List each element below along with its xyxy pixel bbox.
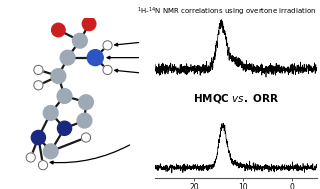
Circle shape <box>103 41 112 50</box>
Circle shape <box>34 65 43 74</box>
Text: $^{1}$H-$^{14}$N NMR correlations using overtone irradiation: $^{1}$H-$^{14}$N NMR correlations using … <box>137 6 317 18</box>
Circle shape <box>43 106 58 120</box>
Circle shape <box>58 121 72 135</box>
Circle shape <box>26 153 35 162</box>
Circle shape <box>52 23 65 37</box>
Circle shape <box>57 89 72 103</box>
Circle shape <box>34 81 43 90</box>
Circle shape <box>60 50 75 65</box>
Circle shape <box>81 133 91 142</box>
Circle shape <box>77 113 92 128</box>
Circle shape <box>82 17 96 31</box>
Circle shape <box>87 50 103 66</box>
Circle shape <box>31 130 45 145</box>
Circle shape <box>73 33 87 48</box>
Circle shape <box>51 69 66 83</box>
Circle shape <box>103 65 112 74</box>
Text: $\mathbf{HMQC}$ $\mathit{vs}$$\mathbf{.}$ $\mathbf{ORR}$: $\mathbf{HMQC}$ $\mathit{vs}$$\mathbf{.}… <box>193 92 279 105</box>
Circle shape <box>38 160 48 170</box>
Circle shape <box>43 144 58 159</box>
Circle shape <box>79 95 93 110</box>
